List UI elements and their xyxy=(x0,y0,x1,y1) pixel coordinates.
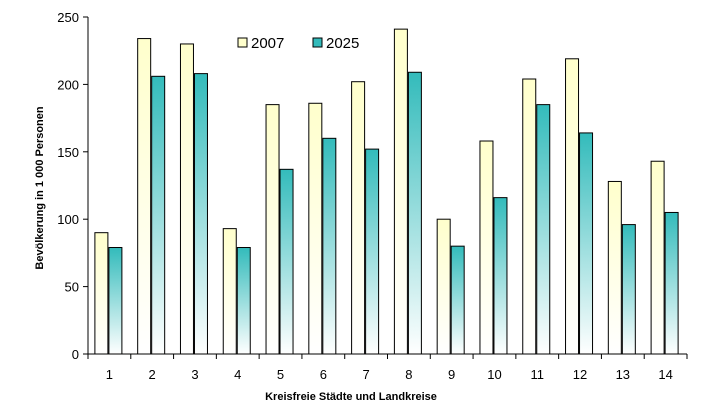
x-tick-label: 5 xyxy=(277,367,284,382)
bar-2025-7 xyxy=(365,148,380,355)
bar-2007-5 xyxy=(265,104,280,355)
y-tick-label: 100 xyxy=(57,212,79,227)
bar-2007-14 xyxy=(650,160,665,355)
bar-2007-7 xyxy=(351,81,366,355)
x-tick-label: 1 xyxy=(106,367,113,382)
x-tick-label: 13 xyxy=(616,367,630,382)
bar-2025-6 xyxy=(322,137,337,355)
bar-2025-8 xyxy=(407,71,422,355)
bar-2025-13 xyxy=(621,224,636,355)
bar-2025-3 xyxy=(193,73,208,355)
x-tick-label: 9 xyxy=(448,367,455,382)
bar-2025-10 xyxy=(493,197,508,355)
bar-2007-4 xyxy=(222,228,237,355)
x-tick-label: 7 xyxy=(362,367,369,382)
bars-layer xyxy=(94,28,679,355)
y-tick-label: 0 xyxy=(72,347,79,362)
bar-2025-11 xyxy=(536,104,551,355)
x-tick-label: 6 xyxy=(320,367,327,382)
bar-2025-5 xyxy=(279,168,294,355)
legend-label-2007: 2007 xyxy=(251,35,284,52)
x-axis-title: Kreisfreie Städte und Landkreise xyxy=(265,391,437,403)
axes-layer xyxy=(87,17,687,355)
bar-2025-4 xyxy=(236,247,251,355)
bar-2007-13 xyxy=(607,180,622,355)
y-axis-title: Bevölkerung in 1 000 Personen xyxy=(34,106,46,270)
x-tick-label: 14 xyxy=(658,367,672,382)
bar-2007-6 xyxy=(308,102,323,355)
legend-swatch-2025 xyxy=(312,37,323,48)
y-tick-label: 200 xyxy=(57,77,79,92)
y-tick-label: 250 xyxy=(57,10,79,25)
bar-2025-1 xyxy=(108,247,123,355)
x-tick-label: 2 xyxy=(149,367,156,382)
bar-2007-12 xyxy=(565,58,580,355)
legend-label-2025: 2025 xyxy=(326,35,359,52)
x-tick-label: 11 xyxy=(531,367,545,382)
bar-2025-12 xyxy=(579,132,594,355)
x-tick-label: 10 xyxy=(487,367,501,382)
y-tick-label: 50 xyxy=(65,280,79,295)
bar-2007-8 xyxy=(393,28,408,355)
bar-2007-1 xyxy=(94,232,109,355)
x-tick-label: 12 xyxy=(573,367,587,382)
bar-2025-14 xyxy=(664,211,679,355)
bar-2007-10 xyxy=(479,140,494,355)
bar-2025-9 xyxy=(450,245,465,355)
bar-2007-9 xyxy=(436,218,451,355)
bar-2025-2 xyxy=(151,75,166,355)
bar-2007-3 xyxy=(179,43,194,355)
legend-swatch-2007 xyxy=(237,37,248,48)
x-tick-label: 4 xyxy=(234,367,241,382)
bar-2007-11 xyxy=(522,78,537,355)
legend: 2007 2025 xyxy=(237,35,359,52)
x-tick-label: 3 xyxy=(191,367,198,382)
x-tick-label: 8 xyxy=(405,367,412,382)
y-tick-label: 150 xyxy=(57,145,79,160)
bar-2007-2 xyxy=(137,38,152,355)
